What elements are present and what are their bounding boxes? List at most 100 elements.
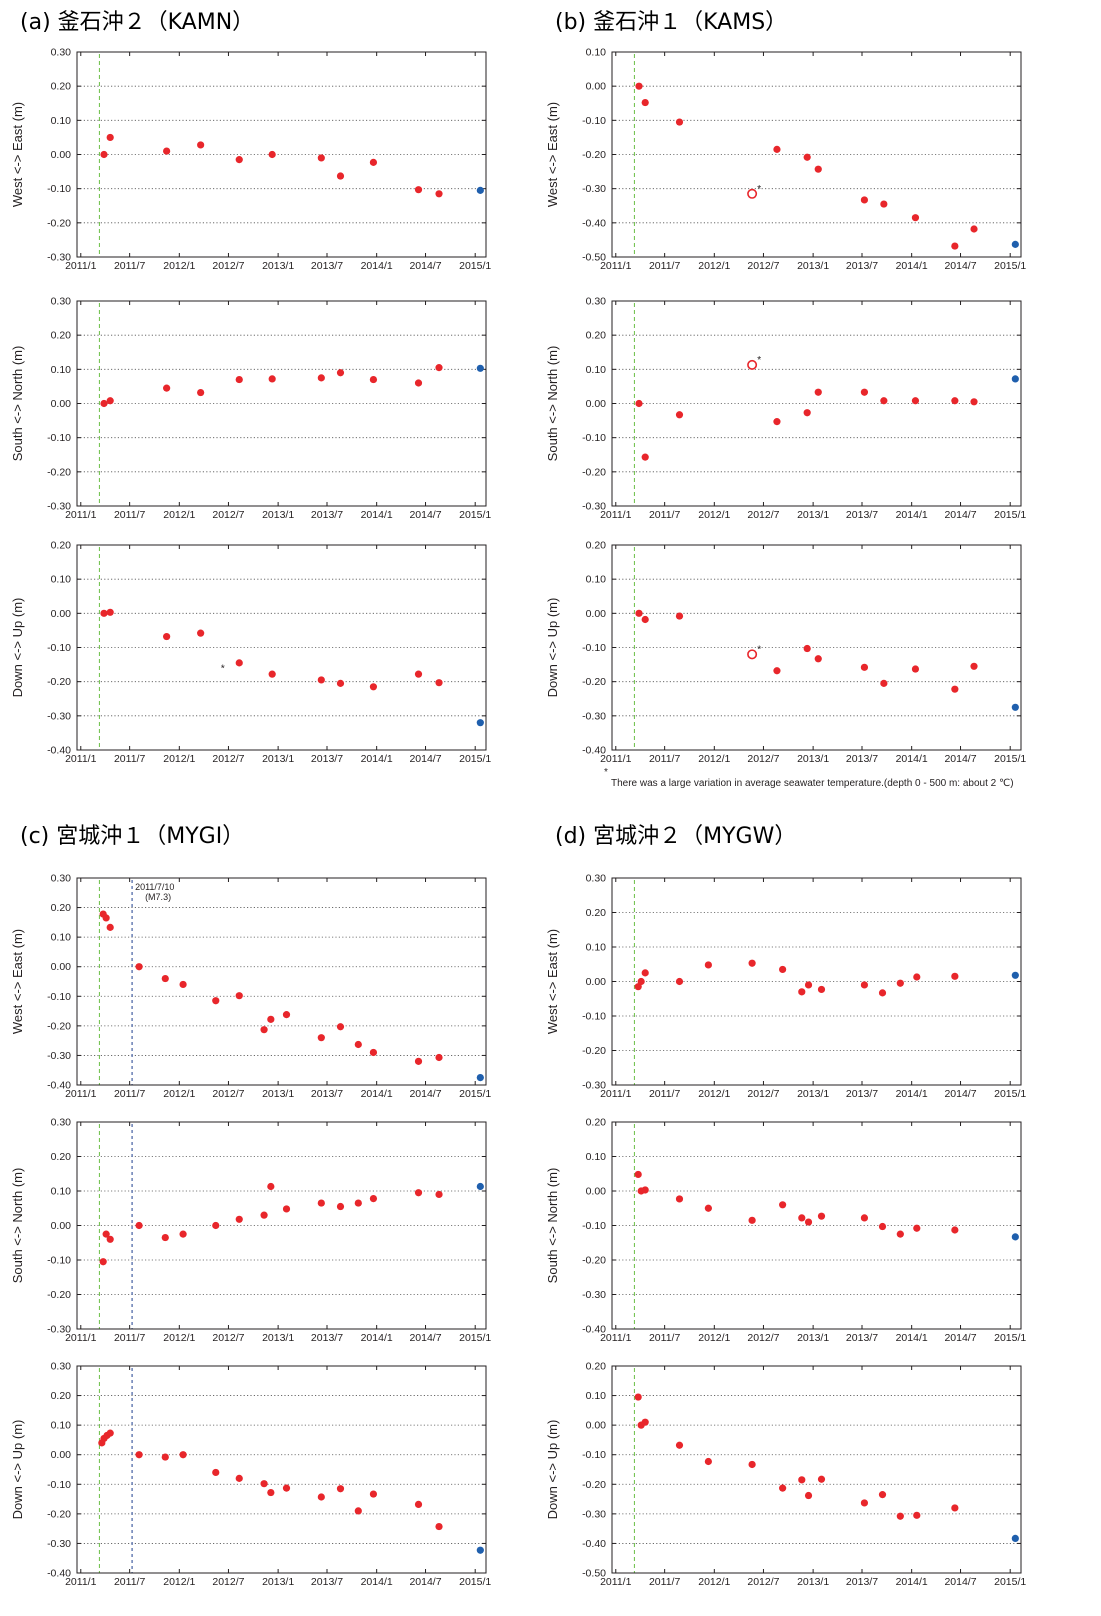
x-tick-label: 2015/1 bbox=[459, 1088, 491, 1100]
data-point bbox=[179, 980, 187, 989]
y-tick-label: 0.00 bbox=[51, 398, 72, 410]
x-tick-label: 2012/7 bbox=[747, 1088, 779, 1100]
footnote-mark: * bbox=[604, 767, 608, 778]
data-point bbox=[748, 959, 756, 967]
y-tick-label: 0.00 bbox=[586, 398, 607, 410]
data-point bbox=[878, 1491, 887, 1499]
data-point bbox=[641, 453, 649, 461]
data-point bbox=[435, 679, 443, 687]
data-point bbox=[336, 1202, 345, 1211]
data-point bbox=[951, 242, 959, 250]
data-point bbox=[317, 676, 325, 684]
data-point bbox=[804, 1218, 813, 1226]
data-point bbox=[773, 667, 781, 675]
y-tick-label: 0.30 bbox=[586, 296, 607, 308]
y-tick-label: 0.30 bbox=[51, 873, 72, 885]
y-tick-label: -0.50 bbox=[582, 1568, 606, 1580]
x-tick-label: 2015/1 bbox=[459, 1332, 491, 1344]
data-point bbox=[803, 409, 811, 417]
latest-data-point bbox=[476, 186, 484, 194]
data-point bbox=[704, 1204, 712, 1212]
panel-title: (a) 釜石沖２（KAMN） bbox=[20, 10, 254, 35]
data-point bbox=[435, 364, 443, 372]
data-point bbox=[369, 158, 378, 166]
x-tick-label: 2013/1 bbox=[262, 260, 294, 272]
y-axis-label: West <-> East (m) bbox=[545, 102, 560, 207]
x-tick-label: 2014/7 bbox=[409, 1088, 441, 1100]
y-tick-label: -0.20 bbox=[582, 1045, 606, 1057]
data-point bbox=[435, 1190, 443, 1199]
x-tick-label: 2011/1 bbox=[65, 509, 96, 521]
data-point bbox=[317, 1034, 325, 1042]
aftershock-label: 2011/7/10 bbox=[135, 882, 174, 892]
data-point bbox=[282, 1011, 291, 1019]
y-tick-label: 0.10 bbox=[51, 115, 72, 127]
x-tick-label: 2013/7 bbox=[311, 260, 343, 272]
data-point bbox=[675, 411, 684, 419]
data-point bbox=[803, 153, 811, 161]
latest-data-point bbox=[476, 1546, 484, 1554]
y-tick-label: -0.10 bbox=[47, 991, 71, 1003]
data-point bbox=[641, 1418, 649, 1426]
footnote: *There was a large variation in average … bbox=[604, 767, 1014, 789]
data-point bbox=[641, 615, 649, 624]
data-point bbox=[260, 1480, 268, 1488]
x-tick-label: 2015/1 bbox=[459, 753, 491, 765]
y-tick-label: -0.20 bbox=[47, 1508, 71, 1520]
y-tick-label: -0.30 bbox=[582, 710, 606, 722]
y-tick-label: -0.20 bbox=[47, 676, 71, 688]
x-tick-label: 2012/7 bbox=[212, 1088, 244, 1100]
x-tick-label: 2014/7 bbox=[944, 260, 976, 272]
y-tick-label: -0.40 bbox=[582, 1538, 606, 1550]
data-point bbox=[235, 992, 243, 1000]
data-point bbox=[435, 1522, 443, 1531]
y-axis-label: Down <-> Up (m) bbox=[10, 1420, 25, 1520]
x-tick-label: 2012/7 bbox=[747, 509, 779, 521]
data-point bbox=[860, 1499, 869, 1507]
y-axis-label: Down <-> Up (m) bbox=[545, 1420, 560, 1520]
data-point bbox=[414, 1500, 423, 1508]
y-tick-label: 0.10 bbox=[586, 942, 607, 954]
data-point bbox=[748, 1216, 756, 1224]
data-point bbox=[212, 1221, 220, 1230]
data-point bbox=[641, 969, 649, 977]
y-tick-label: 0.10 bbox=[51, 1186, 72, 1198]
data-point bbox=[951, 1504, 959, 1512]
x-tick-label: 2013/7 bbox=[311, 753, 343, 765]
y-tick-label: -0.10 bbox=[582, 432, 606, 444]
data-point bbox=[282, 1205, 291, 1213]
data-point bbox=[414, 1057, 423, 1065]
x-tick-label: 2014/7 bbox=[409, 1576, 441, 1588]
data-point bbox=[814, 165, 822, 173]
data-point bbox=[860, 388, 869, 396]
data-point bbox=[804, 981, 813, 989]
data-point bbox=[260, 1211, 268, 1219]
data-point bbox=[106, 397, 114, 405]
y-tick-label: 0.00 bbox=[51, 961, 72, 973]
y-tick-label: 0.00 bbox=[586, 81, 607, 93]
y-axis-label: Down <-> Up (m) bbox=[10, 598, 25, 698]
data-point bbox=[860, 663, 869, 671]
x-tick-label: 2011/1 bbox=[65, 1332, 96, 1344]
data-point bbox=[369, 1194, 378, 1203]
latest-data-point bbox=[1011, 971, 1019, 979]
y-tick-label: -0.20 bbox=[582, 676, 606, 688]
data-point bbox=[102, 914, 110, 922]
y-tick-label: -0.40 bbox=[582, 217, 606, 229]
x-tick-label: 2011/7 bbox=[114, 1088, 145, 1100]
x-tick-label: 2014/1 bbox=[361, 1576, 393, 1588]
subplot-1: -0.30 -0.20 -0.10 0.00 0.10 0.20 0.30 2011/1 201… bbox=[545, 296, 1026, 522]
data-point bbox=[268, 670, 276, 678]
data-point bbox=[106, 1429, 114, 1437]
x-tick-label: 2014/1 bbox=[361, 753, 393, 765]
data-point bbox=[896, 979, 904, 987]
y-tick-label: 0.30 bbox=[51, 47, 72, 59]
data-point bbox=[369, 1048, 378, 1057]
x-tick-label: 2013/7 bbox=[311, 1576, 343, 1588]
y-tick-label: 0.20 bbox=[51, 902, 72, 914]
data-point bbox=[267, 1488, 275, 1497]
data-point bbox=[106, 608, 114, 616]
plot-frame bbox=[611, 51, 1022, 258]
asterisk-marker: * bbox=[221, 662, 225, 674]
plot-frame bbox=[76, 300, 487, 507]
